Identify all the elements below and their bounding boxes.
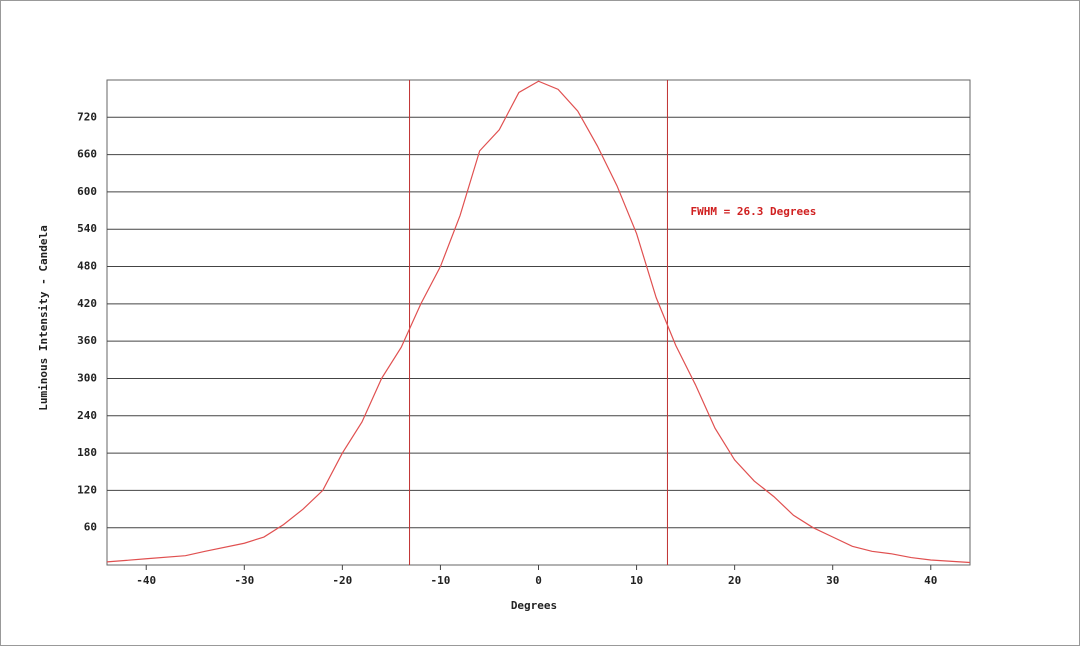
y-tick-label: 540 [77, 222, 97, 235]
y-tick-label: 360 [77, 334, 97, 347]
x-tick-label: -10 [430, 574, 450, 587]
y-tick-label: 720 [77, 110, 97, 123]
x-tick-label: -30 [234, 574, 254, 587]
plot-area [106, 79, 971, 566]
x-tick-label: 40 [924, 574, 937, 587]
y-tick-label: 480 [77, 260, 97, 273]
x-tick-label: 20 [728, 574, 741, 587]
x-tick-label: -40 [136, 574, 156, 587]
y-tick-label: 60 [84, 521, 97, 534]
y-tick-label: 300 [77, 371, 97, 384]
x-tick-label: 30 [826, 574, 839, 587]
y-tick-label: 600 [77, 185, 97, 198]
y-tick-label: 180 [77, 446, 97, 459]
x-tick-label: 0 [535, 574, 542, 587]
y-tick-label: 420 [77, 297, 97, 310]
y-axis-label: Luminous Intensity - Candela [37, 225, 50, 410]
y-tick-label: 660 [77, 148, 97, 161]
annotation: FWHM = 26.3 Degrees [691, 205, 817, 218]
y-tick-label: 120 [77, 483, 97, 496]
x-tick-label: -20 [332, 574, 352, 587]
x-tick-label: 10 [630, 574, 643, 587]
y-tick-label: 240 [77, 409, 97, 422]
intensity-line [106, 80, 971, 564]
x-axis-label: Degrees [511, 599, 557, 612]
